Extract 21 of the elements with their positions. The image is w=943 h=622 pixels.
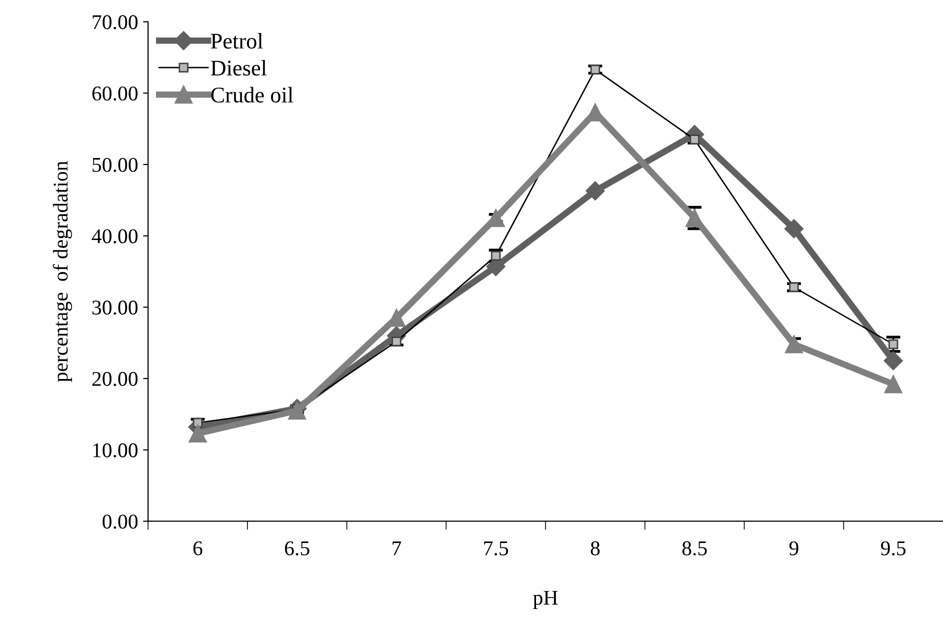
y-tick-label: 60.00 [92,86,138,101]
y-tick-label: 70.00 [92,15,138,30]
y-tick-label: 10.00 [93,443,138,458]
x-tick-label: 9.5 [880,541,906,556]
y-tick-label: 30.00 [92,300,138,315]
x-tick-label: 6.5 [284,541,310,556]
y-tick-label: 40.00 [92,229,138,244]
x-tick-label: 7.5 [484,541,508,556]
legend-label: Petrol [210,33,263,49]
x-tick-label: 8.5 [682,541,707,556]
y-tick-label: 20.00 [92,372,138,386]
legend-label: Diesel [210,60,267,76]
x-tick-label: 6 [193,541,202,556]
x-tick-label: 8 [590,541,600,556]
x-tick-label: 7 [392,541,402,556]
x-tick-label: 9 [789,541,798,556]
y-tick-label: 0.00 [102,514,138,529]
y-tick-label: 50.00 [92,158,138,172]
legend-label: Crude oil [211,86,294,103]
x-axis-title: pH [533,590,558,610]
y-axis-title: percentage of degradation [52,161,72,382]
